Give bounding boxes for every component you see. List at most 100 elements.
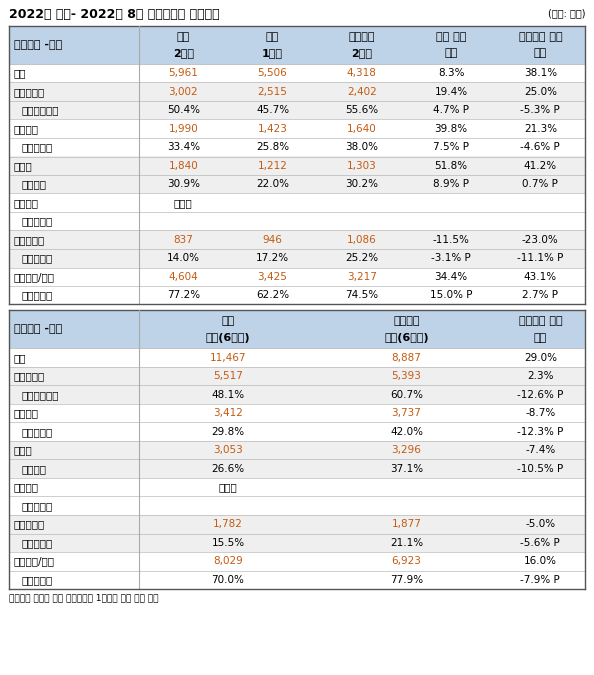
Text: (단위: 억원): (단위: 억원) bbox=[548, 8, 585, 18]
Text: 29.0%: 29.0% bbox=[524, 353, 557, 362]
Text: 증감: 증감 bbox=[534, 49, 547, 58]
Text: 11,467: 11,467 bbox=[210, 353, 246, 362]
Text: 전기 대비: 전기 대비 bbox=[436, 32, 466, 42]
Text: 17.2%: 17.2% bbox=[256, 253, 289, 263]
Text: 해외매출/수출: 해외매출/수출 bbox=[14, 556, 55, 566]
Text: 증감: 증감 bbox=[444, 49, 458, 58]
Bar bbox=[9, 194, 585, 212]
Bar bbox=[9, 64, 585, 82]
Text: 미공시: 미공시 bbox=[219, 482, 237, 492]
Text: 전년동기 대비: 전년동기 대비 bbox=[519, 32, 562, 42]
Text: 2.7% P: 2.7% P bbox=[522, 290, 558, 300]
Text: 증감: 증감 bbox=[534, 333, 547, 343]
Text: 3,296: 3,296 bbox=[391, 446, 421, 455]
Text: 전기: 전기 bbox=[266, 32, 279, 42]
Text: 77.2%: 77.2% bbox=[167, 290, 200, 300]
Text: 4.7% P: 4.7% P bbox=[433, 105, 469, 115]
Text: 16.0%: 16.0% bbox=[524, 556, 557, 566]
Text: 3,425: 3,425 bbox=[258, 272, 287, 281]
Text: 7.5% P: 7.5% P bbox=[433, 142, 469, 153]
Text: 62.2%: 62.2% bbox=[256, 290, 289, 300]
Text: 5,506: 5,506 bbox=[258, 68, 287, 78]
Text: 3,217: 3,217 bbox=[347, 272, 377, 281]
Text: 2,402: 2,402 bbox=[347, 87, 377, 97]
Text: 영업이익: 영업이익 bbox=[14, 408, 39, 418]
Text: -8.7%: -8.7% bbox=[525, 408, 555, 418]
Text: 당기: 당기 bbox=[176, 32, 190, 42]
Bar bbox=[9, 533, 585, 552]
Text: 3,412: 3,412 bbox=[213, 408, 243, 418]
Text: -5.3% P: -5.3% P bbox=[520, 105, 560, 115]
Text: -5.6% P: -5.6% P bbox=[520, 538, 560, 547]
Text: 14.0%: 14.0% bbox=[167, 253, 200, 263]
Text: 2022년 실적- 2022년 8월 반기보고서 연결기준: 2022년 실적- 2022년 8월 반기보고서 연결기준 bbox=[9, 8, 220, 21]
Text: 43.1%: 43.1% bbox=[524, 272, 557, 281]
Text: 순이익률: 순이익률 bbox=[22, 180, 47, 189]
Text: 상품매출: 상품매출 bbox=[14, 198, 39, 208]
Text: 셀트리온 -누적: 셀트리온 -누적 bbox=[14, 325, 62, 335]
Text: 순이익: 순이익 bbox=[14, 161, 33, 171]
Bar bbox=[9, 497, 585, 515]
Text: 41.2%: 41.2% bbox=[524, 161, 557, 171]
Text: 2분기: 2분기 bbox=[351, 49, 372, 58]
Text: 33.4%: 33.4% bbox=[167, 142, 200, 153]
Text: 매출총이익률: 매출총이익률 bbox=[22, 389, 59, 400]
Text: 미공시: 미공시 bbox=[174, 198, 192, 208]
Text: -12.3% P: -12.3% P bbox=[517, 427, 564, 437]
Text: 34.4%: 34.4% bbox=[435, 272, 467, 281]
Text: 연구개발비: 연구개발비 bbox=[14, 519, 45, 529]
Text: 매출액대비: 매출액대비 bbox=[22, 216, 53, 226]
Text: 6,923: 6,923 bbox=[391, 556, 421, 566]
Text: 70.0%: 70.0% bbox=[211, 574, 244, 585]
Text: 매출액대비: 매출액대비 bbox=[22, 574, 53, 585]
Text: -11.1% P: -11.1% P bbox=[517, 253, 564, 263]
Text: 21.3%: 21.3% bbox=[524, 124, 557, 134]
Text: 매출총이익률: 매출총이익률 bbox=[22, 105, 59, 115]
Bar bbox=[9, 249, 585, 267]
Text: 39.8%: 39.8% bbox=[435, 124, 467, 134]
Text: 누적(6개월): 누적(6개월) bbox=[384, 333, 429, 343]
Text: -7.4%: -7.4% bbox=[525, 446, 555, 455]
Text: 77.9%: 77.9% bbox=[390, 574, 423, 585]
Text: 연구개발비: 연구개발비 bbox=[14, 235, 45, 245]
Text: 순이익률: 순이익률 bbox=[22, 464, 47, 474]
Text: 8,887: 8,887 bbox=[391, 353, 421, 362]
Text: 2,515: 2,515 bbox=[258, 87, 287, 97]
Text: -3.1% P: -3.1% P bbox=[431, 253, 471, 263]
Text: 15.5%: 15.5% bbox=[211, 538, 245, 547]
Text: 해외매출/수출: 해외매출/수출 bbox=[14, 272, 55, 281]
Text: 상품매출: 상품매출 bbox=[14, 482, 39, 492]
Text: 1,782: 1,782 bbox=[213, 519, 243, 529]
Text: 60.7%: 60.7% bbox=[390, 389, 423, 400]
Text: -23.0%: -23.0% bbox=[522, 235, 559, 245]
Text: 1,877: 1,877 bbox=[391, 519, 421, 529]
Bar bbox=[9, 404, 585, 423]
Text: 1분기: 1분기 bbox=[262, 49, 283, 58]
Text: 8.9% P: 8.9% P bbox=[433, 180, 469, 189]
Text: 매출총이익: 매출총이익 bbox=[14, 87, 45, 97]
Text: 전년동기: 전년동기 bbox=[349, 32, 375, 42]
Text: 4,318: 4,318 bbox=[347, 68, 377, 78]
Text: 25.0%: 25.0% bbox=[524, 87, 557, 97]
Text: -5.0%: -5.0% bbox=[525, 519, 555, 529]
Text: 8.3%: 8.3% bbox=[438, 68, 465, 78]
Text: 50.4%: 50.4% bbox=[167, 105, 200, 115]
Bar bbox=[9, 552, 585, 570]
Text: 1,990: 1,990 bbox=[168, 124, 198, 134]
Text: 946: 946 bbox=[263, 235, 283, 245]
Bar bbox=[9, 230, 585, 249]
Bar bbox=[9, 101, 585, 119]
Bar bbox=[9, 82, 585, 101]
Text: 21.1%: 21.1% bbox=[390, 538, 423, 547]
Bar bbox=[9, 348, 585, 367]
Text: 37.1%: 37.1% bbox=[390, 464, 423, 474]
Bar bbox=[9, 478, 585, 497]
Bar bbox=[9, 310, 585, 348]
Text: 매출: 매출 bbox=[14, 353, 27, 362]
Bar bbox=[9, 26, 585, 64]
Bar bbox=[9, 157, 585, 175]
Text: 매출액대비: 매출액대비 bbox=[22, 290, 53, 300]
Text: 전년동기 대비: 전년동기 대비 bbox=[519, 316, 562, 326]
Text: 30.9%: 30.9% bbox=[167, 180, 200, 189]
Text: 3,053: 3,053 bbox=[213, 446, 243, 455]
